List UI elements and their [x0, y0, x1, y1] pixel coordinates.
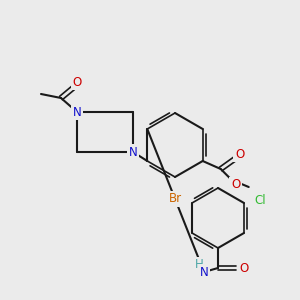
Text: Br: Br	[169, 193, 182, 206]
Text: O: O	[72, 76, 82, 88]
Text: O: O	[231, 178, 240, 191]
Text: H: H	[195, 259, 203, 272]
Text: O: O	[239, 262, 249, 275]
Text: Cl: Cl	[254, 194, 266, 208]
Text: O: O	[235, 148, 244, 160]
Text: N: N	[200, 266, 208, 278]
Text: N: N	[73, 106, 81, 118]
Text: N: N	[129, 146, 137, 158]
